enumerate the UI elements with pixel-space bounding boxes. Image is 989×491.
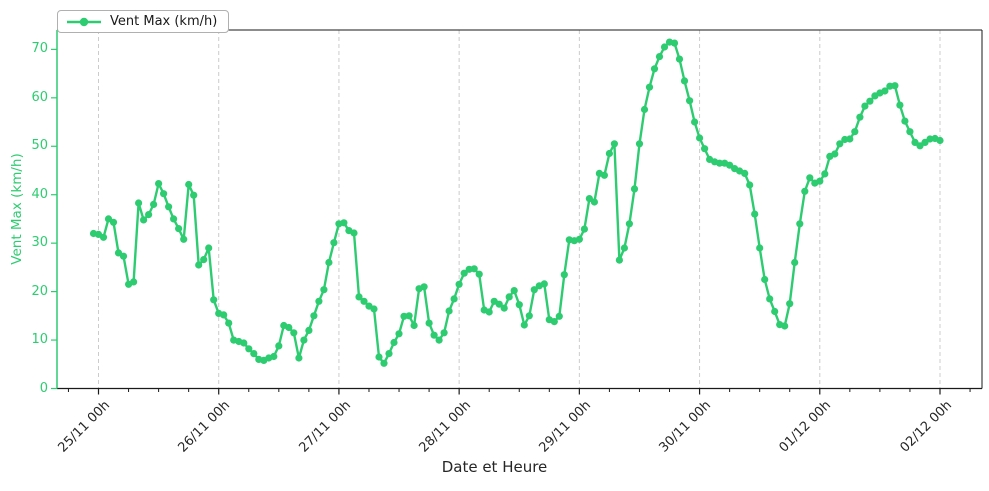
y-tick-label: 30: [31, 235, 48, 251]
y-tick-label: 20: [31, 283, 48, 299]
y-tick-label: 70: [31, 41, 48, 57]
x-axis-ticks: [67, 388, 971, 395]
legend-box: Vent Max (km/h): [57, 10, 230, 33]
y-axis-ticks: [51, 48, 57, 390]
legend-label: Vent Max (km/h): [110, 14, 218, 29]
y-tick-label: 60: [31, 89, 48, 105]
y-tick-label: 40: [31, 186, 48, 202]
day-gridlines: [98, 30, 941, 389]
y-tick-label: 0: [39, 380, 48, 396]
x-axis-title: Date et Heure: [441, 458, 548, 476]
wind-max-markers: [89, 38, 944, 367]
y-tick-label: 10: [31, 332, 48, 348]
legend-line-marker-icon: [67, 17, 101, 26]
y-tick-label: 50: [31, 138, 48, 154]
